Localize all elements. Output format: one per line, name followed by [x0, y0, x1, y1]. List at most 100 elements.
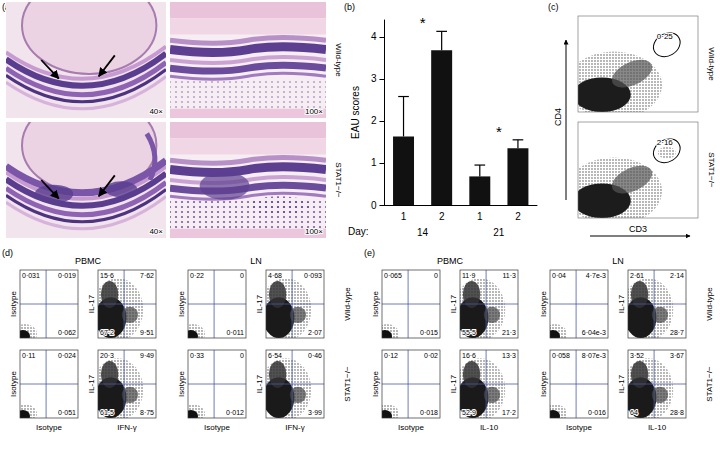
svg-text:2: 2	[439, 211, 445, 222]
svg-text:IFN-γ: IFN-γ	[285, 423, 305, 432]
svg-text:CD4: CD4	[553, 108, 563, 126]
svg-text:IL-17: IL-17	[87, 294, 96, 313]
svg-text:17·2: 17·2	[502, 409, 516, 416]
svg-text:Isotype: Isotype	[371, 291, 380, 317]
svg-text:(d): (d)	[2, 248, 13, 258]
svg-text:2·14: 2·14	[670, 272, 684, 279]
svg-text:IFN-γ: IFN-γ	[117, 423, 137, 432]
svg-text:0·093: 0·093	[304, 272, 322, 279]
svg-text:0·12: 0·12	[384, 352, 398, 359]
svg-text:15·6: 15·6	[100, 272, 114, 279]
svg-text:8·07e-3: 8·07e-3	[582, 352, 606, 359]
svg-text:9·51: 9·51	[140, 329, 154, 336]
svg-text:PBMC: PBMC	[75, 256, 102, 266]
svg-text:0·062: 0·062	[58, 329, 76, 336]
svg-text:0·051: 0·051	[58, 409, 76, 416]
svg-text:0·02: 0·02	[424, 352, 438, 359]
svg-text:8·75: 8·75	[140, 409, 154, 416]
svg-text:0·11: 0·11	[22, 352, 36, 359]
svg-text:(e): (e)	[364, 248, 375, 258]
svg-text:IL-10: IL-10	[648, 423, 667, 432]
svg-text:1: 1	[477, 211, 483, 222]
svg-text:2·61: 2·61	[630, 272, 644, 279]
svg-text:STAT1−/−: STAT1−/−	[343, 366, 352, 402]
svg-text:IL-17: IL-17	[87, 374, 96, 393]
svg-text:STAT1−/−: STAT1−/−	[707, 152, 716, 188]
svg-text:IL-17: IL-17	[449, 374, 458, 393]
svg-text:PBMC: PBMC	[437, 256, 464, 266]
svg-text:13·3: 13·3	[502, 352, 516, 359]
svg-text:14: 14	[417, 227, 429, 238]
svg-text:*: *	[496, 123, 502, 140]
svg-text:4: 4	[371, 31, 377, 42]
svg-text:Wild-type: Wild-type	[705, 287, 714, 321]
svg-text:LN: LN	[250, 256, 262, 266]
svg-text:6·04e-3: 6·04e-3	[582, 329, 606, 336]
svg-text:100×: 100×	[305, 107, 323, 116]
svg-text:2: 2	[371, 115, 377, 126]
svg-text:Isotype: Isotype	[9, 371, 18, 397]
svg-text:11·3: 11·3	[503, 272, 517, 279]
svg-text:0·012: 0·012	[226, 409, 244, 416]
svg-text:21: 21	[493, 227, 505, 238]
svg-text:0·065: 0·065	[384, 272, 402, 279]
svg-text:21·3: 21·3	[502, 329, 516, 336]
svg-text:IL-17: IL-17	[449, 294, 458, 313]
svg-text:CD3: CD3	[629, 224, 647, 234]
svg-text:0·019: 0·019	[58, 272, 76, 279]
svg-text:2·07: 2·07	[308, 329, 322, 336]
svg-text:0·031: 0·031	[22, 272, 40, 279]
svg-text:Isotype: Isotype	[177, 371, 186, 397]
svg-text:28·7: 28·7	[670, 329, 684, 336]
svg-text:28·8: 28·8	[670, 409, 684, 416]
svg-text:61·5: 61·5	[100, 409, 114, 416]
svg-text:*: *	[420, 14, 426, 31]
svg-text:IL-17: IL-17	[617, 294, 626, 313]
svg-text:IL-17: IL-17	[255, 294, 264, 313]
svg-text:1: 1	[401, 211, 407, 222]
svg-text:55·5: 55·5	[462, 329, 476, 336]
svg-text:4·7e-3: 4·7e-3	[586, 272, 606, 279]
svg-text:Isotype: Isotype	[9, 291, 18, 317]
svg-text:0·46: 0·46	[308, 352, 322, 359]
svg-text:52·9: 52·9	[462, 409, 476, 416]
svg-text:Isotype: Isotype	[539, 371, 548, 397]
svg-text:6·54: 6·54	[268, 352, 282, 359]
svg-text:0·25: 0·25	[657, 32, 674, 41]
svg-text:IL-17: IL-17	[255, 374, 264, 393]
svg-text:1: 1	[371, 157, 377, 168]
svg-text:Day:: Day:	[348, 226, 369, 237]
svg-text:0·33: 0·33	[190, 352, 204, 359]
svg-text:0·22: 0·22	[190, 272, 204, 279]
svg-text:Wild-type: Wild-type	[707, 47, 716, 81]
svg-text:0: 0	[371, 200, 377, 211]
svg-text:20·3: 20·3	[100, 352, 114, 359]
svg-text:4·68: 4·68	[268, 272, 282, 279]
svg-text:0: 0	[240, 352, 244, 359]
svg-text:0: 0	[434, 272, 438, 279]
svg-text:IL-10: IL-10	[480, 423, 499, 432]
svg-text:STAT1−/−: STAT1−/−	[705, 366, 714, 402]
svg-text:7·62: 7·62	[140, 272, 154, 279]
svg-text:Isotype: Isotype	[36, 423, 62, 432]
svg-text:STAT1−/−: STAT1−/−	[334, 162, 343, 198]
svg-text:0·018: 0·018	[420, 409, 438, 416]
svg-text:40×: 40×	[149, 107, 163, 116]
svg-text:Isotype: Isotype	[398, 423, 424, 432]
svg-text:0·015: 0·015	[420, 329, 438, 336]
svg-text:100×: 100×	[305, 227, 323, 236]
svg-text:64: 64	[630, 409, 638, 416]
svg-text:Isotype: Isotype	[177, 291, 186, 317]
svg-text:LN: LN	[612, 256, 624, 266]
svg-text:0: 0	[240, 272, 244, 279]
svg-text:16·6: 16·6	[462, 352, 476, 359]
svg-text:3·67: 3·67	[670, 352, 684, 359]
svg-text:IL-17: IL-17	[617, 374, 626, 393]
svg-text:Wild-type: Wild-type	[343, 287, 352, 321]
svg-text:0·016: 0·016	[588, 409, 606, 416]
svg-text:11·9: 11·9	[462, 272, 476, 279]
svg-text:0·024: 0·024	[58, 352, 76, 359]
svg-text:0·011: 0·011	[227, 329, 244, 336]
svg-text:3·99: 3·99	[308, 409, 322, 416]
svg-text:(c): (c)	[548, 2, 559, 12]
